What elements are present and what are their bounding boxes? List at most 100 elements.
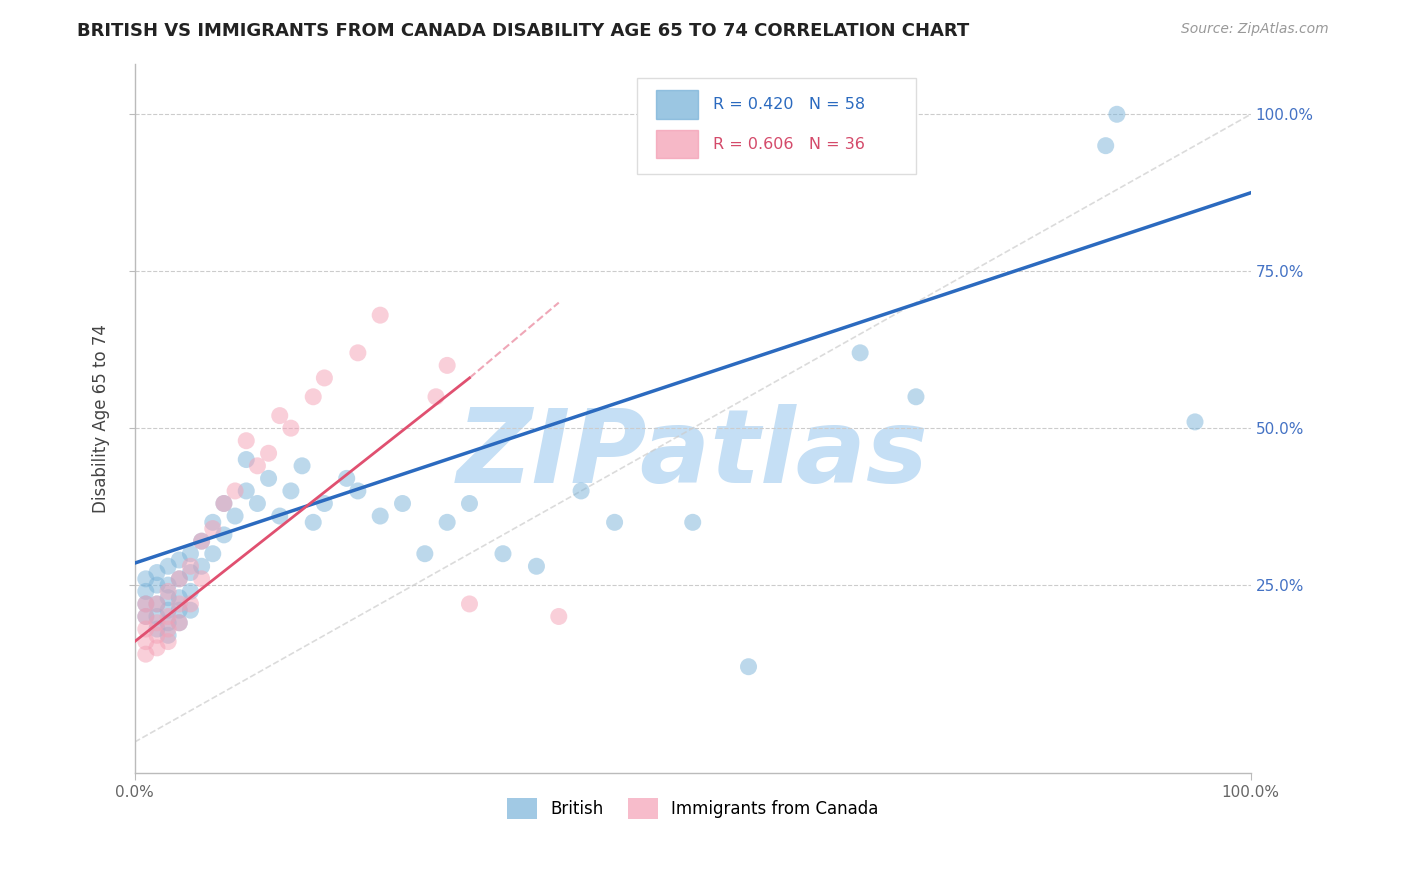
Point xyxy=(169,603,191,617)
Point xyxy=(1105,107,1128,121)
Point xyxy=(280,483,302,498)
Point xyxy=(179,547,201,561)
Point xyxy=(169,572,191,586)
Point xyxy=(190,534,212,549)
Point xyxy=(336,471,359,485)
Bar xyxy=(655,130,699,159)
Point xyxy=(157,615,180,630)
Point xyxy=(224,483,246,498)
Point xyxy=(169,553,191,567)
Point xyxy=(135,609,157,624)
Point xyxy=(135,634,157,648)
Point xyxy=(146,597,169,611)
Point xyxy=(314,496,336,510)
Point xyxy=(458,496,481,510)
Point xyxy=(179,559,201,574)
Point xyxy=(246,496,269,510)
Point xyxy=(904,390,927,404)
Point xyxy=(347,483,370,498)
Point xyxy=(146,578,169,592)
Point xyxy=(169,615,191,630)
Point xyxy=(146,609,169,624)
Point xyxy=(157,559,180,574)
Text: R = 0.606   N = 36: R = 0.606 N = 36 xyxy=(713,136,865,152)
Point xyxy=(135,609,157,624)
Point xyxy=(436,359,458,373)
Point xyxy=(368,509,391,524)
Point xyxy=(190,572,212,586)
Point xyxy=(280,421,302,435)
Point xyxy=(157,591,180,605)
Point xyxy=(179,603,201,617)
Point xyxy=(169,615,191,630)
Point xyxy=(157,603,180,617)
Point xyxy=(157,584,180,599)
Point xyxy=(257,446,280,460)
Point xyxy=(849,346,872,360)
Point xyxy=(269,409,291,423)
Point xyxy=(413,547,436,561)
Y-axis label: Disability Age 65 to 74: Disability Age 65 to 74 xyxy=(93,325,110,513)
Point xyxy=(682,516,704,530)
Point xyxy=(169,597,191,611)
Point xyxy=(146,640,169,655)
Point xyxy=(257,471,280,485)
Point xyxy=(135,572,157,586)
Text: ZIPatlas: ZIPatlas xyxy=(457,404,929,505)
Bar xyxy=(655,90,699,119)
Point xyxy=(737,659,759,673)
Point xyxy=(1094,138,1116,153)
Point xyxy=(135,597,157,611)
Point xyxy=(302,390,325,404)
Text: Source: ZipAtlas.com: Source: ZipAtlas.com xyxy=(1181,22,1329,37)
Point xyxy=(157,609,180,624)
Point xyxy=(212,496,235,510)
Point xyxy=(169,572,191,586)
Point xyxy=(201,516,224,530)
Point xyxy=(146,597,169,611)
Point xyxy=(314,371,336,385)
Point xyxy=(157,578,180,592)
Point xyxy=(179,597,201,611)
Point xyxy=(135,584,157,599)
Point xyxy=(235,434,257,448)
Point xyxy=(425,390,447,404)
Text: R = 0.420   N = 58: R = 0.420 N = 58 xyxy=(713,97,865,112)
Point xyxy=(246,458,269,473)
Point xyxy=(179,584,201,599)
Point xyxy=(526,559,548,574)
Point xyxy=(179,566,201,580)
Point xyxy=(235,452,257,467)
Point xyxy=(492,547,515,561)
Point xyxy=(157,634,180,648)
Point xyxy=(368,308,391,322)
Point xyxy=(235,483,257,498)
Point xyxy=(302,516,325,530)
Point xyxy=(169,591,191,605)
Point xyxy=(157,628,180,642)
Point xyxy=(212,528,235,542)
Point xyxy=(201,522,224,536)
Point xyxy=(436,516,458,530)
Text: BRITISH VS IMMIGRANTS FROM CANADA DISABILITY AGE 65 TO 74 CORRELATION CHART: BRITISH VS IMMIGRANTS FROM CANADA DISABI… xyxy=(77,22,970,40)
Point xyxy=(146,566,169,580)
Point xyxy=(190,559,212,574)
Point xyxy=(291,458,314,473)
Point xyxy=(146,615,169,630)
Point xyxy=(458,597,481,611)
Point xyxy=(547,609,569,624)
Point xyxy=(135,622,157,636)
FancyBboxPatch shape xyxy=(637,78,915,174)
Point xyxy=(212,496,235,510)
Point xyxy=(269,509,291,524)
Point xyxy=(569,483,592,498)
Point xyxy=(135,647,157,661)
Point xyxy=(391,496,413,510)
Point xyxy=(201,547,224,561)
Point xyxy=(146,628,169,642)
Point xyxy=(135,597,157,611)
Legend: British, Immigrants from Canada: British, Immigrants from Canada xyxy=(501,792,886,825)
Point xyxy=(146,622,169,636)
Point xyxy=(224,509,246,524)
Point xyxy=(603,516,626,530)
